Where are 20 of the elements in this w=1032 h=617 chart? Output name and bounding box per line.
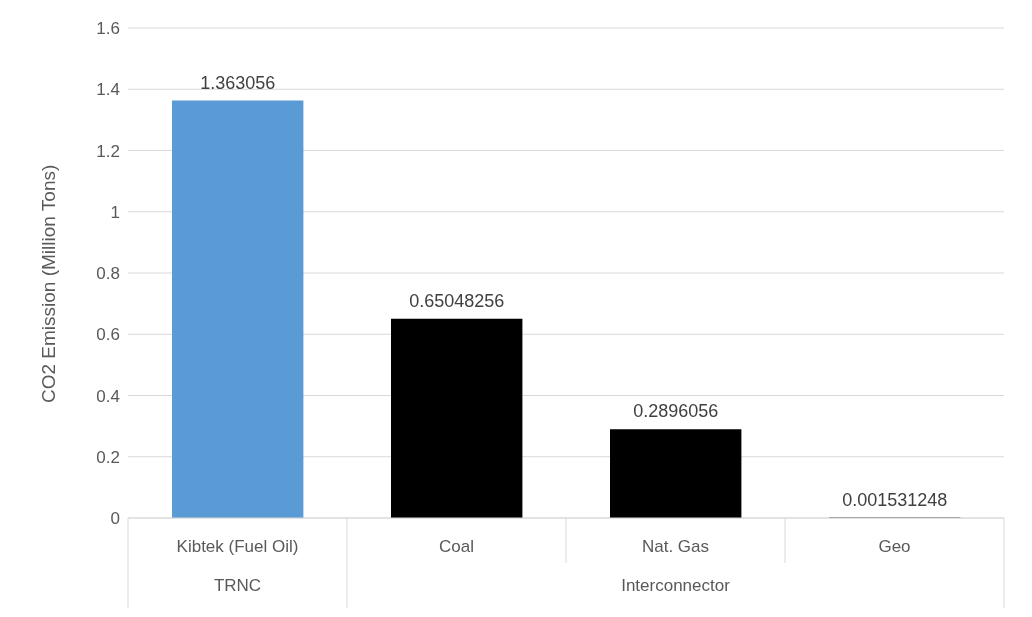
y-tick-label: 0 — [110, 509, 120, 529]
data-label: 0.001531248 — [842, 489, 948, 510]
x-tick-label: Coal — [439, 537, 474, 557]
x-tick-label: Nat. Gas — [641, 537, 710, 557]
y-tick-label: 0.2 — [96, 447, 120, 467]
data-label: 0.65048256 — [409, 290, 505, 311]
y-axis-title: CO2 Emission (Million Tons) — [37, 164, 59, 403]
y-tick-label: 1.4 — [96, 80, 120, 100]
text: TRNC — [212, 576, 263, 596]
x-tick-label: Kibtek (Fuel Oil) — [176, 537, 299, 557]
y-tick-label: 0.8 — [96, 264, 120, 284]
data-label: 0.2896056 — [633, 401, 719, 422]
text: Interconnector — [620, 576, 731, 596]
y-tick-label: 0.6 — [96, 325, 120, 345]
x-tick-label: Geo — [878, 537, 911, 557]
y-tick-label: 1.2 — [96, 141, 120, 161]
y-tick-label: 1.6 — [96, 19, 120, 39]
y-tick-label: 0.4 — [96, 386, 120, 406]
y-tick-label: 1 — [110, 202, 120, 222]
data-label: 1.363056 — [200, 72, 276, 93]
